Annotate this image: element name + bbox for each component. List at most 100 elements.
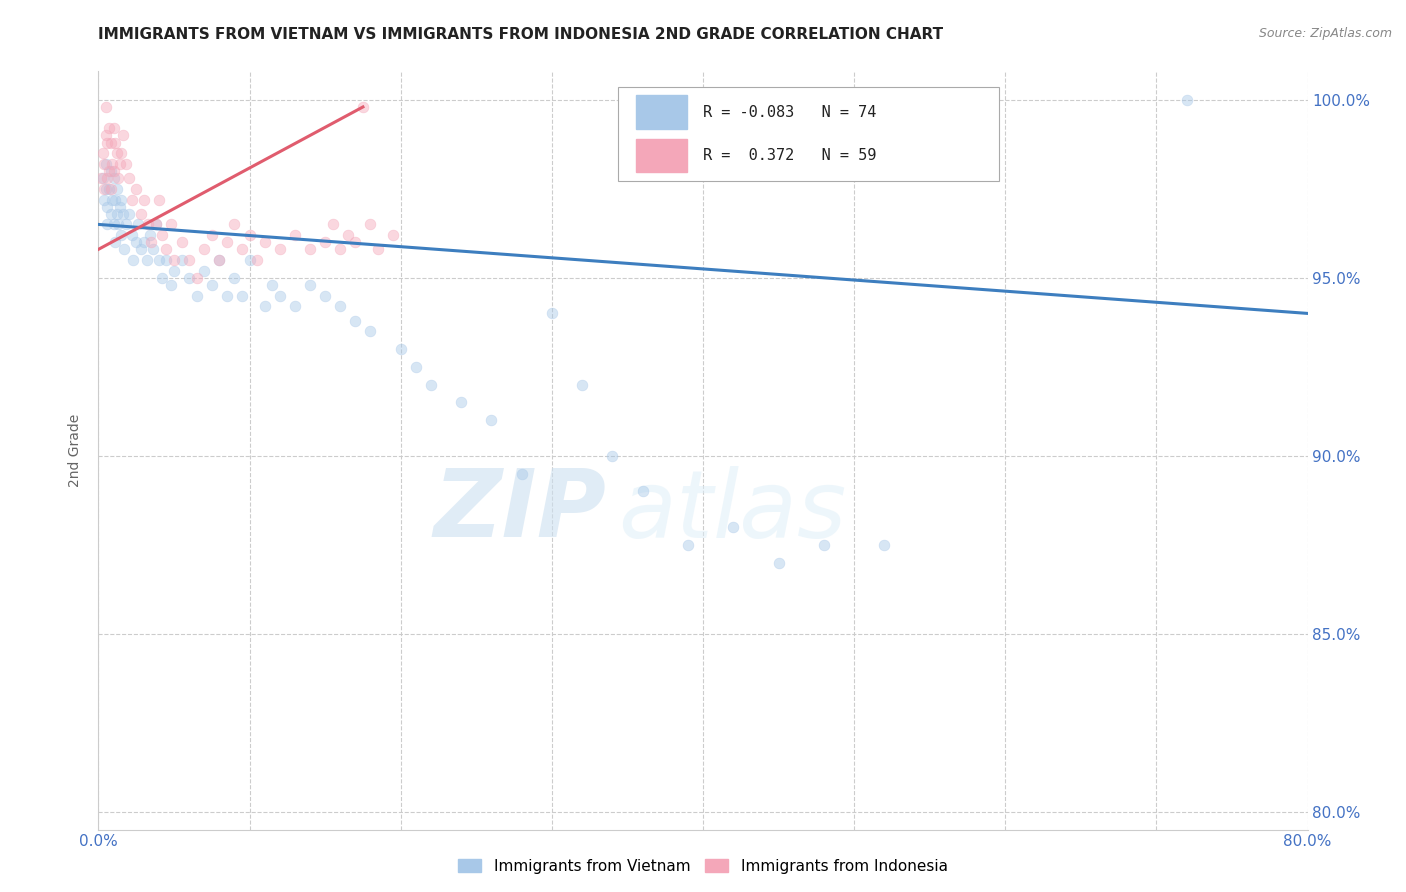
Point [239,253,262,268]
Text: ZIP: ZIP [433,465,606,558]
Point [150,228,173,243]
Point [450,395,472,409]
Point [101,157,124,171]
Point [262,277,284,292]
Point [125,182,148,196]
Point [299,277,322,292]
Point [193,243,215,257]
Point [269,243,291,257]
Point [121,228,143,243]
Point [215,288,238,302]
Point [160,218,183,232]
Point [215,235,238,250]
Point [284,228,307,243]
Point [96,171,118,186]
Point [91,146,114,161]
Point [155,243,177,257]
Point [336,228,359,243]
Point [253,299,276,313]
Point [208,253,231,268]
Point [100,182,122,196]
Point [150,270,173,285]
Point [104,193,127,207]
Point [103,121,125,136]
Point [510,467,533,481]
Point [101,193,124,207]
Point [114,218,136,232]
Point [98,121,121,136]
Point [98,164,121,178]
Text: atlas: atlas [619,466,846,557]
Point [96,136,118,150]
Point [114,157,136,171]
Point [813,538,835,552]
Point [602,449,624,463]
Point [284,299,307,313]
Point [631,484,654,499]
Legend: Immigrants from Vietnam, Immigrants from Indonesia: Immigrants from Vietnam, Immigrants from… [453,853,953,880]
Point [112,243,135,257]
Point [127,218,149,232]
Point [118,207,141,221]
Point [107,171,129,186]
Point [108,157,131,171]
Point [100,164,122,178]
Point [104,136,127,150]
Point [723,520,745,534]
Point [145,218,167,232]
Point [98,182,121,196]
Point [100,136,122,150]
Point [129,207,152,221]
Point [208,253,231,268]
Point [231,243,253,257]
Point [145,218,167,232]
Text: R = -0.083   N = 74: R = -0.083 N = 74 [703,104,876,120]
Point [103,164,125,178]
Point [111,128,134,143]
Point [389,342,412,356]
FancyBboxPatch shape [619,87,1000,181]
Point [96,200,118,214]
Point [103,171,125,186]
Point [352,100,374,114]
Point [110,228,132,243]
Point [163,253,186,268]
Point [186,288,208,302]
Point [136,218,159,232]
Point [105,207,128,221]
Point [135,253,157,268]
FancyBboxPatch shape [637,95,688,128]
Point [100,207,122,221]
Point [94,128,117,143]
Point [132,235,155,250]
Point [322,218,344,232]
Point [571,377,593,392]
Point [420,377,443,392]
Point [873,538,896,552]
Point [103,218,125,232]
Point [139,228,162,243]
Point [141,235,163,250]
Point [148,253,170,268]
Point [118,171,141,186]
Point [231,288,253,302]
Point [299,243,322,257]
Point [91,171,114,186]
Point [186,270,208,285]
Point [105,182,128,196]
Point [540,306,562,320]
Point [269,288,291,302]
Point [148,193,170,207]
Point [93,182,115,196]
Point [107,218,129,232]
Point [224,218,246,232]
Point [170,235,193,250]
Point [160,277,183,292]
Point [94,157,117,171]
Point [179,270,201,285]
Point [111,207,134,221]
Point [314,288,336,302]
Point [253,235,276,250]
Point [329,243,352,257]
Point [125,235,148,250]
